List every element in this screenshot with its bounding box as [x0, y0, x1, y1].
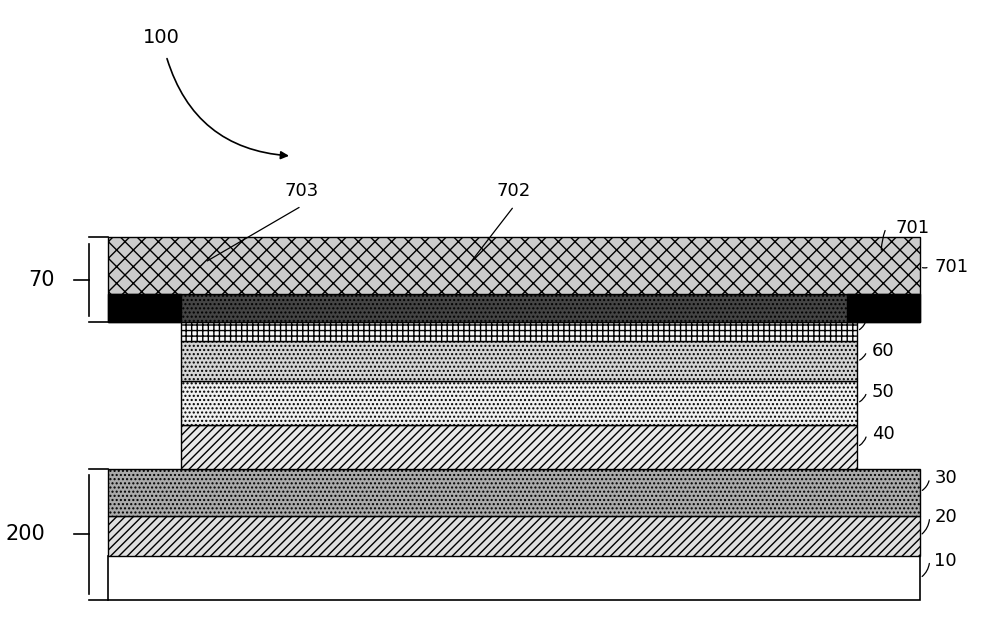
Bar — [181, 425, 857, 469]
Bar — [108, 557, 920, 600]
Text: 100: 100 — [143, 28, 180, 47]
Bar — [181, 381, 857, 425]
Text: 30: 30 — [934, 469, 957, 487]
Bar — [108, 469, 920, 516]
Text: 701: 701 — [896, 219, 930, 237]
Text: 702: 702 — [497, 182, 531, 200]
Text: 10: 10 — [934, 551, 957, 570]
Text: 50: 50 — [872, 383, 894, 401]
Text: 200: 200 — [6, 524, 45, 545]
Bar — [108, 516, 920, 557]
Text: 80: 80 — [872, 309, 894, 326]
Bar — [847, 293, 920, 322]
Bar — [108, 293, 181, 322]
Bar — [108, 237, 920, 293]
Bar — [181, 341, 857, 381]
Text: 40: 40 — [872, 425, 894, 444]
Text: 703: 703 — [284, 182, 319, 200]
Text: 20: 20 — [934, 508, 957, 526]
Bar — [108, 293, 920, 322]
Text: 60: 60 — [872, 342, 894, 360]
Text: 701: 701 — [934, 257, 969, 276]
Bar — [181, 322, 857, 341]
Text: 70: 70 — [29, 270, 55, 290]
